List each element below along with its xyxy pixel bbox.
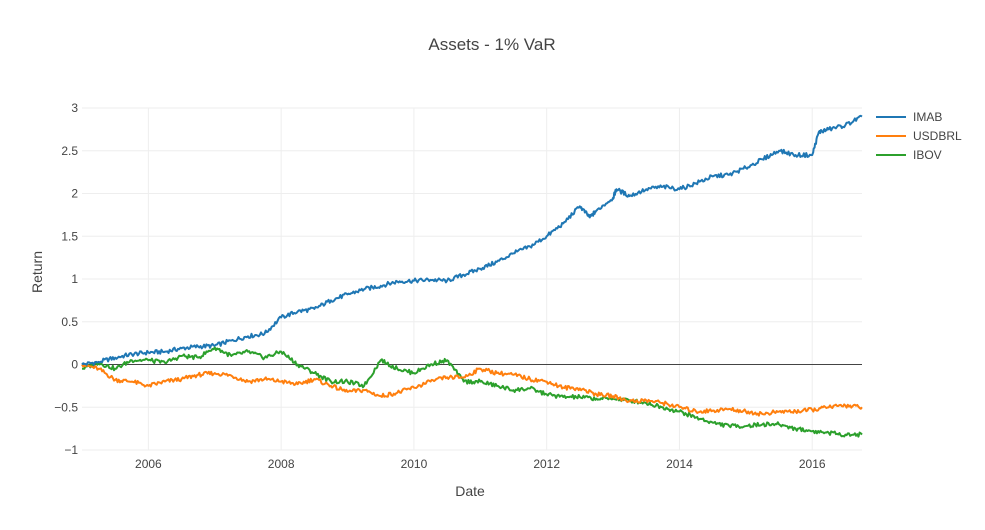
series-line-imab (81, 114, 863, 366)
y-tick-label: 0.5 (61, 315, 78, 329)
legend-item-usdbrl[interactable]: USDBRL (876, 129, 962, 143)
legend-label: USDBRL (913, 129, 962, 143)
y-axis-ticks: −1 −0.5 0 0.5 1 1.5 2 2.5 3 (54, 101, 78, 457)
x-tick-label: 2010 (401, 457, 428, 471)
legend-label: IMAB (913, 110, 942, 124)
series-line-usdbrl (81, 362, 863, 417)
x-tick-label: 2016 (799, 457, 826, 471)
x-tick-label: 2012 (533, 457, 560, 471)
x-tick-label: 2008 (268, 457, 295, 471)
y-tick-label: −1 (64, 443, 78, 457)
legend-item-imab[interactable]: IMAB (876, 110, 942, 124)
y-tick-label: 1 (71, 272, 78, 286)
y-tick-label: 2 (71, 187, 78, 201)
y-axis-label: Return (29, 251, 45, 293)
legend[interactable]: IMAB USDBRL IBOV (876, 110, 962, 162)
x-tick-label: 2006 (135, 457, 162, 471)
legend-item-ibov[interactable]: IBOV (876, 148, 942, 162)
x-tick-label: 2014 (666, 457, 693, 471)
y-tick-label: 2.5 (61, 144, 78, 158)
x-axis-ticks: 2006 2008 2010 2012 2014 2016 (135, 457, 826, 471)
chart-title: Assets - 1% VaR (428, 35, 555, 54)
y-tick-label: 3 (71, 101, 78, 115)
legend-label: IBOV (913, 148, 942, 162)
series-line-ibov (81, 346, 863, 438)
y-tick-label: 1.5 (61, 229, 78, 243)
y-tick-label: 0 (71, 358, 78, 372)
series-lines (81, 114, 863, 438)
x-axis-label: Date (455, 483, 485, 499)
y-tick-label: −0.5 (54, 400, 78, 414)
